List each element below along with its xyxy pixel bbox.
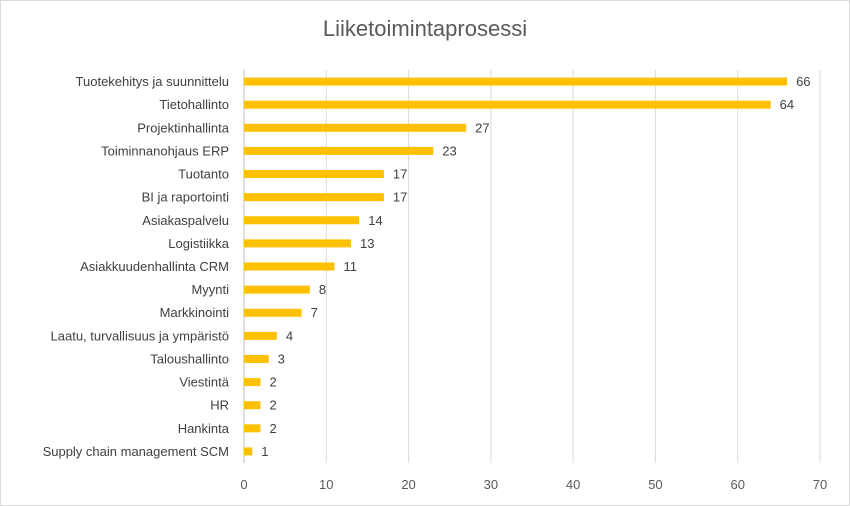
data-label: 14 <box>368 213 382 228</box>
data-label: 66 <box>796 74 810 89</box>
data-label: 8 <box>319 282 326 297</box>
data-label: 13 <box>360 236 374 251</box>
chart-title: Liiketoimintaprosessi <box>322 16 528 41</box>
bar <box>244 100 771 109</box>
bar <box>244 170 384 179</box>
data-label: 64 <box>780 97 794 112</box>
x-tick-label: 40 <box>566 477 580 492</box>
x-tick-label: 10 <box>319 477 333 492</box>
x-tick-label: 20 <box>401 477 415 492</box>
x-tick-labels: 0 10 20 30 40 50 60 70 <box>240 477 827 492</box>
category-label: Laatu, turvallisuus ja ympäristö <box>51 328 229 343</box>
bar <box>244 308 302 317</box>
bar <box>244 378 261 387</box>
gridlines <box>243 70 821 463</box>
data-label: 17 <box>393 167 407 182</box>
data-label: 3 <box>278 351 285 366</box>
bar <box>244 447 253 456</box>
data-label: 27 <box>475 120 489 135</box>
bar <box>244 285 310 294</box>
category-label: Myynti <box>191 282 229 297</box>
bar <box>244 424 261 433</box>
category-label: Toiminnanohjaus ERP <box>101 143 229 158</box>
data-label: 2 <box>269 375 276 390</box>
category-label: Tietohallinto <box>159 97 229 112</box>
bar <box>244 77 788 86</box>
bar <box>244 354 269 363</box>
x-tick-label: 50 <box>648 477 662 492</box>
category-label: Logistiikka <box>168 236 229 251</box>
bar <box>244 193 384 202</box>
x-tick-label: 30 <box>484 477 498 492</box>
bar <box>244 239 351 248</box>
data-label: 23 <box>442 143 456 158</box>
x-tick-label: 70 <box>813 477 827 492</box>
category-label: Asiakkuudenhallinta CRM <box>80 259 229 274</box>
bar <box>244 401 261 410</box>
x-tick-label: 0 <box>240 477 247 492</box>
bars <box>244 77 788 456</box>
x-tick-label: 60 <box>730 477 744 492</box>
bar <box>244 331 277 340</box>
category-label: Markkinointi <box>160 305 229 320</box>
category-label: Tuotanto <box>178 167 229 182</box>
bar <box>244 146 434 155</box>
category-label: BI ja raportointi <box>142 190 230 205</box>
data-label: 17 <box>393 190 407 205</box>
data-label: 1 <box>261 444 268 459</box>
data-label: 11 <box>344 259 358 274</box>
category-label: Projektinhallinta <box>137 120 230 135</box>
bar <box>244 216 360 225</box>
bar <box>244 123 467 132</box>
category-labels: Tuotekehitys ja suunnittelu Tietohallinto… <box>43 74 230 459</box>
category-label: Asiakaspalvelu <box>142 213 229 228</box>
category-label: Supply chain management SCM <box>43 444 229 459</box>
data-label: 4 <box>286 328 293 343</box>
data-label: 2 <box>269 398 276 413</box>
category-label: HR <box>210 398 229 413</box>
category-label: Viestintä <box>179 375 229 390</box>
category-label: Taloushallinto <box>150 351 229 366</box>
data-label: 7 <box>311 305 318 320</box>
bar <box>244 262 335 271</box>
category-label: Tuotekehitys ja suunnittelu <box>76 74 229 89</box>
category-label: Hankinta <box>178 421 230 436</box>
data-label: 2 <box>269 421 276 436</box>
